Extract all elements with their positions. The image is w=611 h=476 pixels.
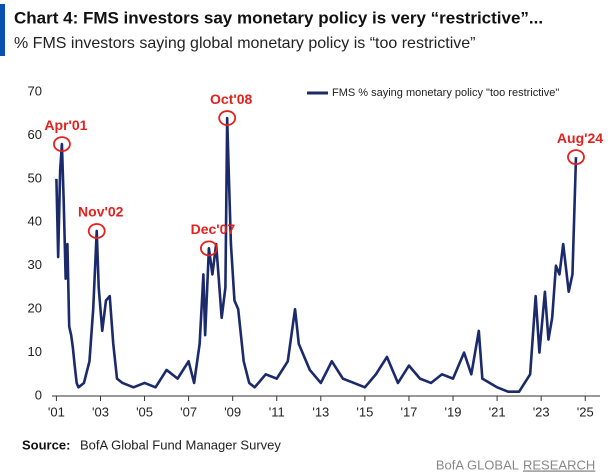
footer-brand-research: RESEARCH [523, 457, 595, 472]
y-tick-label: 60 [28, 127, 42, 142]
annotation-circle [87, 223, 106, 239]
y-tick-label: 70 [28, 83, 42, 98]
x-tick-label: '13 [312, 404, 329, 419]
annotation-label: Apr'01 [44, 117, 87, 133]
x-tick-label: '23 [533, 404, 550, 419]
annotation-label: Dec'07 [191, 221, 236, 237]
y-tick-label: 40 [28, 214, 42, 229]
chart-title: Chart 4: FMS investors say monetary poli… [14, 8, 543, 27]
annotation-label: Oct'08 [210, 91, 252, 107]
x-tick-label: '15 [356, 404, 373, 419]
x-tick-label: '03 [92, 404, 109, 419]
x-tick-label: '01 [48, 404, 65, 419]
chart-subtitle: % FMS investors saying global monetary p… [14, 35, 476, 52]
title-accent [0, 4, 5, 56]
x-tick-label: '21 [489, 404, 506, 419]
annotation-circle [218, 110, 237, 126]
y-tick-label: 50 [28, 170, 42, 185]
series-line [55, 116, 578, 393]
annotation-label: Aug'24 [557, 130, 603, 146]
source: BofA Global Fund Manager Survey [80, 437, 281, 452]
legend-label: FMS % saying monetary policy "too restri… [332, 87, 559, 99]
x-tick-label: '07 [180, 404, 197, 419]
x-tick-label: '05 [136, 404, 153, 419]
x-tick-label: '19 [445, 404, 462, 419]
x-tick-label: '17 [400, 404, 417, 419]
annotation-circle [199, 240, 218, 257]
y-tick-label: 10 [28, 344, 42, 359]
source-label: Source: [22, 437, 70, 452]
y-tick-label: 20 [28, 301, 42, 316]
annotation-label: Nov'02 [78, 204, 124, 220]
annotation-circle [53, 136, 71, 153]
x-tick-label: '25 [577, 404, 594, 419]
x-tick-label: '11 [269, 404, 285, 419]
annotation-circle [567, 149, 585, 166]
footer-brand: BofA GLOBAL [436, 457, 519, 472]
y-tick-label: 0 [35, 387, 42, 402]
y-tick-label: 30 [28, 257, 42, 272]
x-tick-label: '09 [224, 404, 241, 419]
